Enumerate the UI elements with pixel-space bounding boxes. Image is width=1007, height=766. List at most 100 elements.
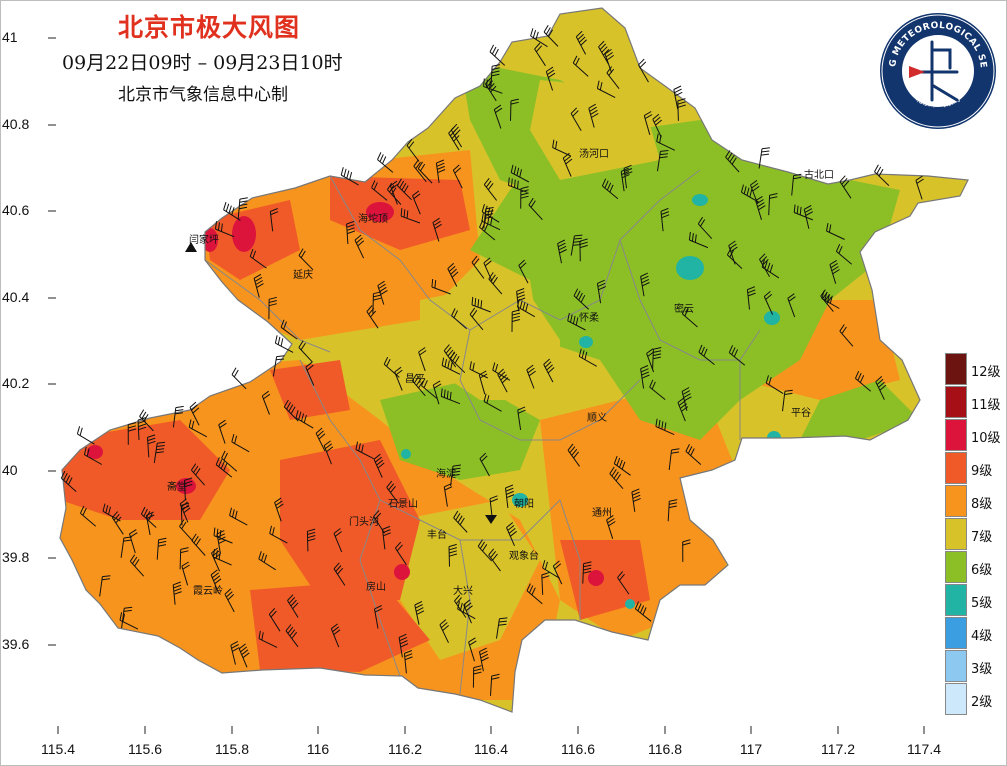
wind-barb	[623, 164, 633, 189]
wind-barb	[510, 164, 530, 183]
wind-barb	[598, 40, 610, 65]
wind-barb	[567, 443, 581, 467]
wind-barb	[305, 361, 315, 386]
beijing-outline	[59, 7, 969, 713]
wind-barb	[620, 167, 630, 192]
y-tick-label: 40.4	[2, 289, 30, 305]
wind-barb	[229, 507, 248, 526]
wind-barb	[447, 262, 459, 287]
wind-barb	[534, 42, 546, 67]
wind-barb	[489, 44, 506, 66]
wind-barb	[543, 24, 559, 47]
wind-barb	[469, 361, 489, 379]
zone-level5-spot	[764, 311, 780, 325]
wind-barb	[269, 208, 279, 232]
wind-barb	[386, 182, 402, 205]
wind-barb	[488, 272, 503, 295]
wind-barb	[667, 499, 678, 522]
wind-barb	[102, 503, 121, 522]
wind-barb	[505, 484, 515, 508]
x-tick-label: 117.4	[907, 741, 941, 757]
zone-level7-center	[420, 280, 560, 400]
wind-barb	[448, 126, 460, 151]
wind-barb	[179, 519, 194, 542]
wind-barb	[172, 581, 182, 605]
wind-barb	[323, 440, 334, 465]
wind-barb	[315, 427, 326, 452]
wind-barb	[406, 138, 420, 162]
wind-barb	[471, 296, 491, 313]
wind-barb	[588, 103, 599, 128]
wind-barb	[421, 378, 438, 399]
place-label: 斋堂	[167, 482, 187, 493]
site-marker-up	[185, 242, 197, 252]
wind-barb	[448, 543, 458, 567]
wind-barb	[127, 422, 137, 445]
x-tick-label: 116.6	[561, 741, 595, 757]
legend-label: 7级	[971, 530, 993, 545]
wind-barb	[617, 571, 630, 595]
wind-barb	[346, 220, 355, 245]
wind-barb	[188, 419, 208, 438]
legend-item: 2级	[945, 683, 1007, 715]
wind-barb	[215, 457, 233, 478]
wind-barb	[435, 159, 446, 183]
wind-barb	[76, 426, 95, 445]
wind-barb	[137, 417, 147, 441]
wind-barb	[472, 665, 482, 688]
wind-barb	[510, 98, 519, 121]
legend-item: 3级	[945, 650, 1007, 682]
wind-barb	[839, 175, 852, 199]
wind-barb	[854, 370, 872, 392]
wind-barb	[249, 248, 267, 269]
wind-barb	[646, 348, 655, 373]
wind-barb	[210, 569, 222, 594]
x-tick-label: 116.4	[474, 741, 508, 757]
wind-barb	[543, 358, 555, 383]
wind-barb	[673, 85, 683, 110]
zone-level5-spot	[579, 336, 593, 348]
wind-barb	[497, 368, 509, 393]
legend-item: 6级	[945, 551, 1007, 583]
y-tick-label: 40.8	[2, 116, 30, 132]
wind-barb	[479, 647, 489, 672]
wind-barb	[306, 528, 316, 552]
wind-barb	[573, 288, 590, 310]
wind-barb	[377, 280, 388, 305]
wind-barb	[268, 608, 281, 632]
legend-item: 8级	[945, 485, 1007, 517]
wind-barb	[631, 488, 641, 512]
legend-item: 12级	[945, 353, 1007, 385]
wind-barb	[793, 204, 813, 221]
wind-barb	[471, 255, 485, 279]
zone-level10-spot	[588, 570, 604, 586]
wind-barb	[656, 133, 676, 151]
wind-barb	[545, 66, 556, 91]
wind-barb	[453, 510, 468, 533]
zone-level10-spot	[202, 228, 218, 252]
wind-barb	[759, 253, 771, 277]
wind-barb	[119, 612, 139, 630]
wind-barb	[371, 180, 388, 201]
wind-barb	[394, 366, 403, 391]
wind-barbs-layer	[60, 24, 924, 696]
wind-barb	[366, 305, 379, 329]
wind-barb	[190, 463, 206, 486]
wind-barb	[915, 175, 924, 200]
place-label: 古北口	[804, 170, 834, 181]
place-label: 观象台	[509, 551, 539, 562]
wind-barb	[681, 306, 698, 328]
x-tick-label: 117.2	[821, 741, 855, 757]
wind-barb	[443, 483, 453, 507]
wind-barb	[640, 365, 650, 389]
zone-level5-spot	[512, 493, 528, 507]
wind-barb	[517, 406, 526, 430]
wind-barb	[218, 419, 227, 444]
wind-barb	[821, 290, 840, 309]
wind-barb	[697, 216, 713, 240]
y-tick-label: 39.8	[2, 549, 30, 565]
legend-label: 10级	[971, 431, 1001, 446]
wind-barb	[643, 111, 653, 135]
zone-level5-spot	[676, 256, 704, 280]
